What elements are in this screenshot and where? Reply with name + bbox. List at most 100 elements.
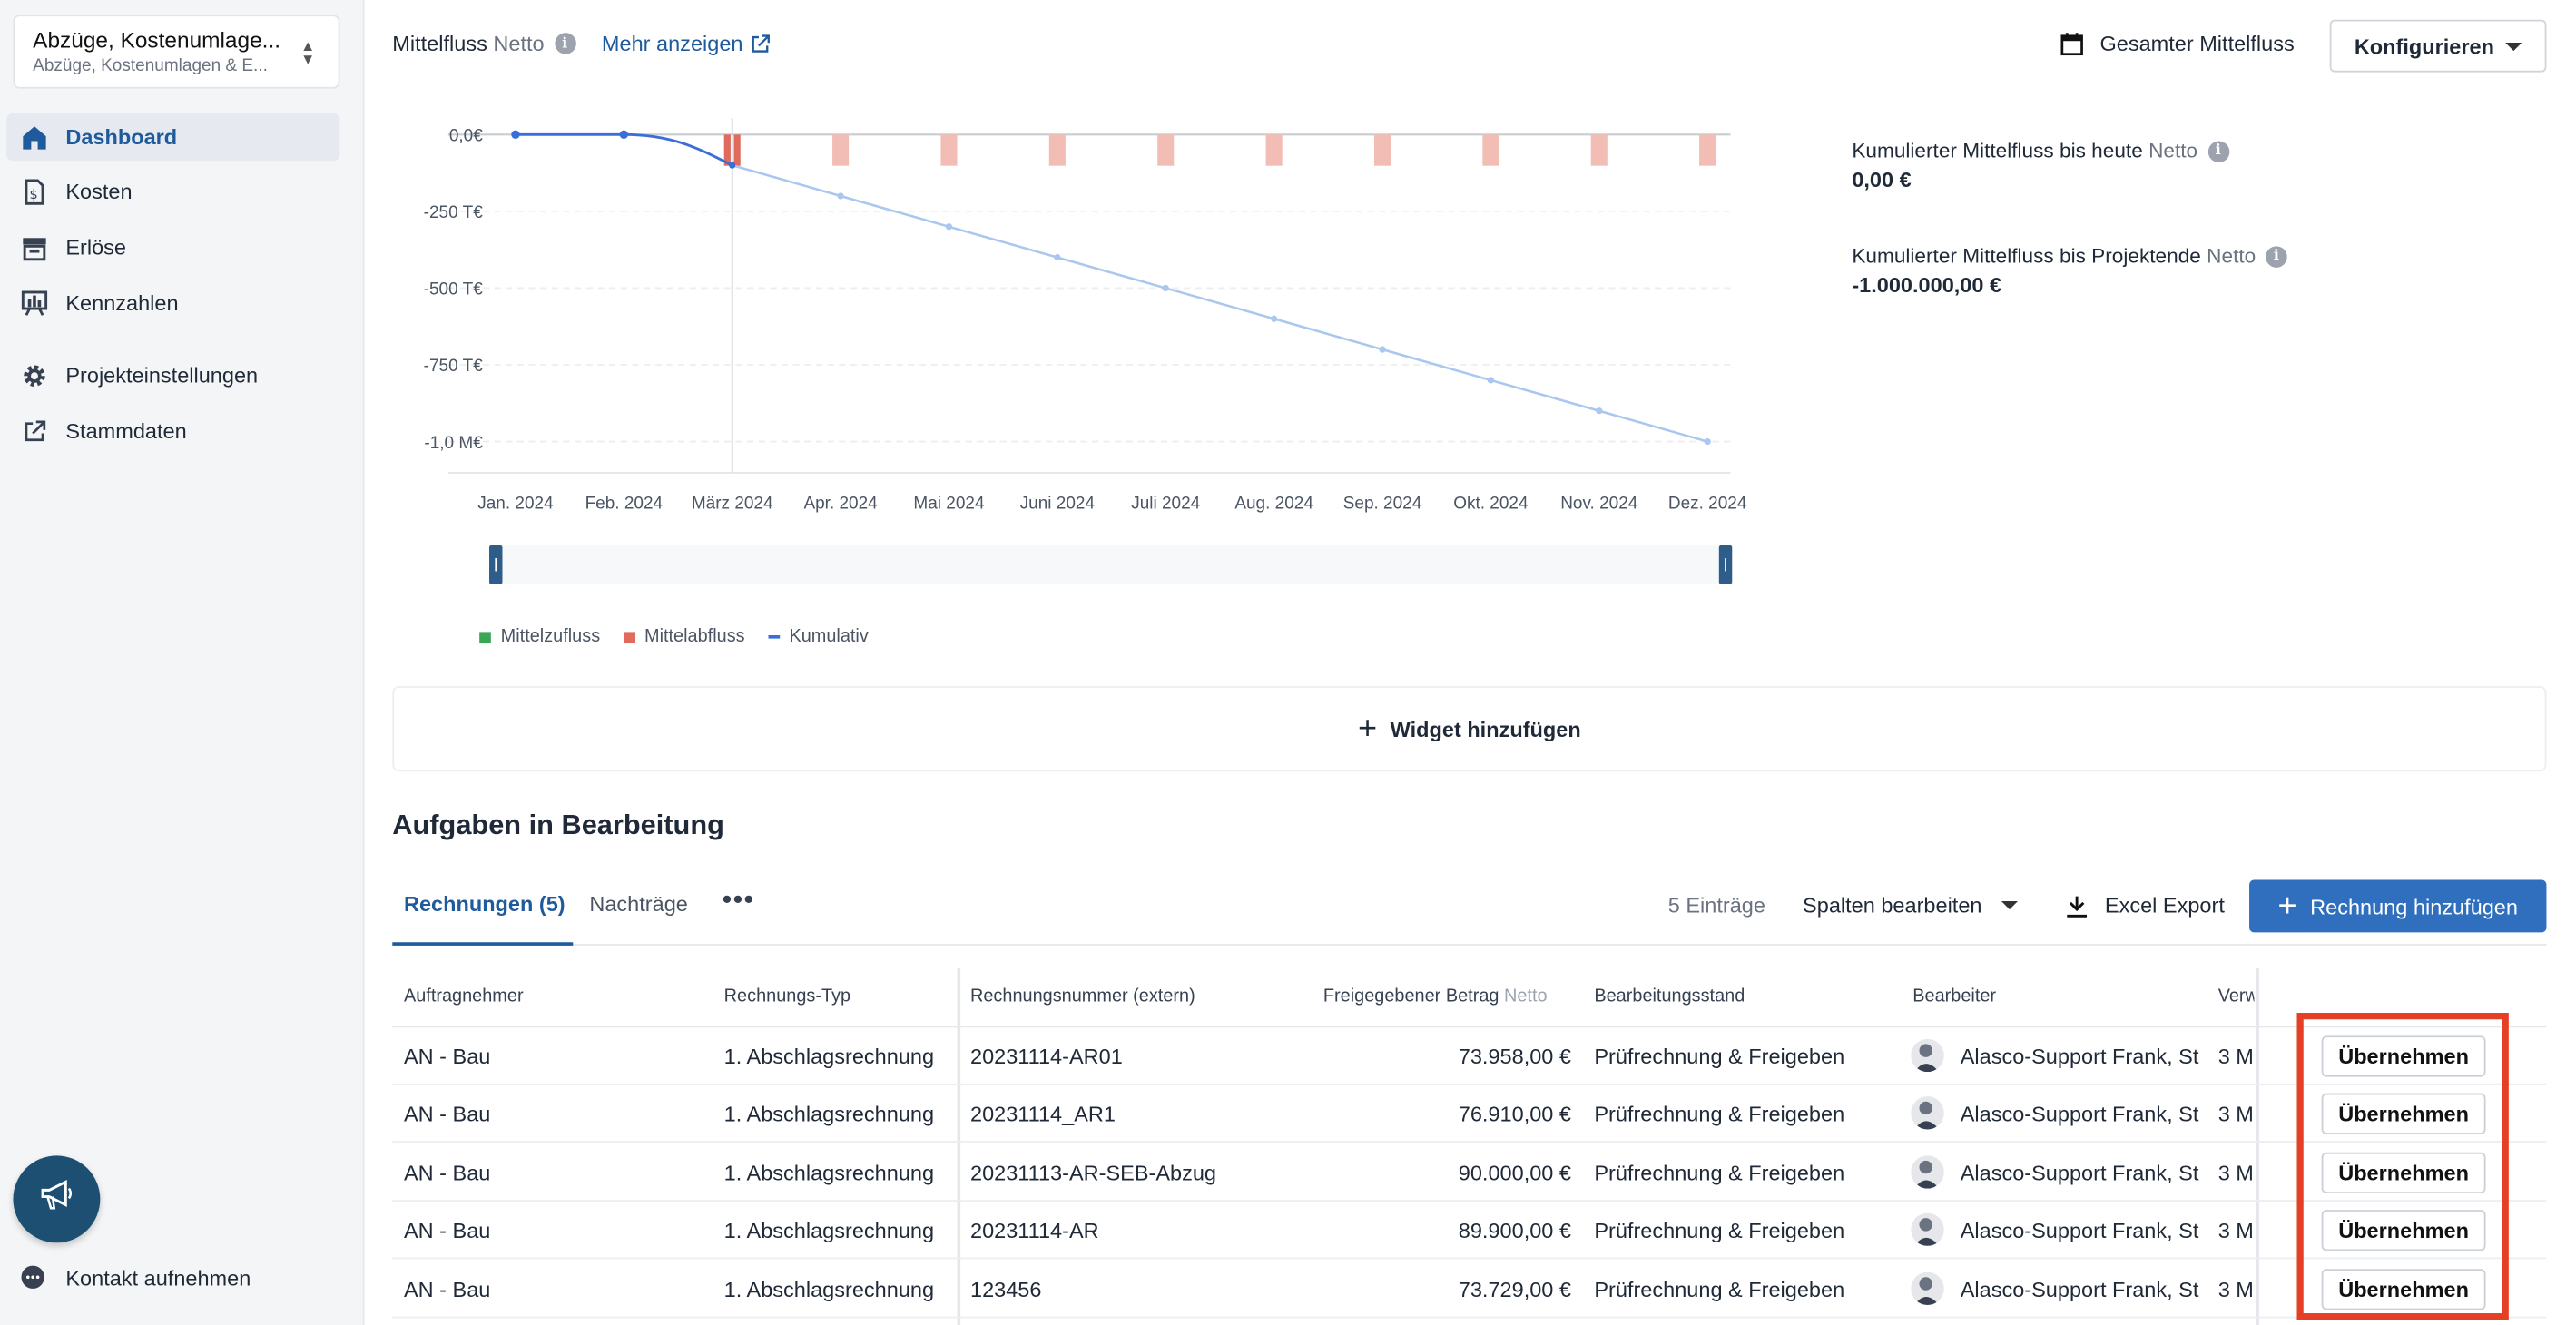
cumulative-point[interactable] — [945, 223, 953, 231]
cell-number: 123456 — [970, 1276, 1042, 1301]
col-header-number[interactable]: Rechnungsnummer (extern) — [970, 986, 1195, 1006]
cumulative-point[interactable] — [1487, 377, 1495, 384]
cumulative-point[interactable] — [729, 162, 736, 169]
outflow-bar[interactable] — [1048, 134, 1066, 166]
avatar — [1911, 1213, 1944, 1247]
sidebar-item-label: Kennzahlen — [65, 290, 179, 316]
y-tick-label: -750 T€ — [424, 357, 484, 376]
outflow-bar[interactable] — [1157, 134, 1175, 166]
chat-icon — [20, 1264, 46, 1291]
sidebar-item-stammdaten[interactable]: Stammdaten — [6, 407, 339, 455]
cell-number: 20231114-AR — [970, 1218, 1099, 1243]
legend-label: Mittelabfluss — [644, 626, 745, 647]
more-tabs-icon[interactable]: ••• — [722, 886, 755, 915]
cost-icon: $ — [20, 176, 50, 206]
add-widget-button[interactable]: + Widget hinzufügen — [392, 686, 2547, 772]
outflow-bar[interactable] — [1699, 134, 1716, 166]
sidebar: Abzüge, Kostenumlage... Abzüge, Kostenum… — [0, 0, 365, 1325]
column-separator — [957, 968, 961, 1325]
cumulative-point[interactable] — [1271, 315, 1278, 322]
range-slider-track[interactable] — [497, 545, 1726, 584]
col-header-status[interactable]: Bearbeitungsstand — [1594, 986, 1745, 1006]
cell-verw: 3 M — [2217, 1044, 2254, 1069]
contact-link[interactable]: Kontakt aufnehmen — [20, 1264, 251, 1291]
cumulative-point[interactable] — [837, 192, 844, 200]
take-over-button[interactable]: Übernehmen — [2321, 1268, 2486, 1310]
excel-export-button[interactable]: Excel Export — [2065, 893, 2225, 918]
more-link[interactable]: Mehr anzeigen — [601, 31, 770, 56]
table-row[interactable]: AN - Bau 1. Abschlagsrechnung 20231114_AR1… — [392, 1085, 2547, 1143]
cell-number: 20231114_AR1 — [970, 1102, 1116, 1127]
cumulative-line-actual — [515, 132, 733, 167]
cumulative-point[interactable] — [1596, 407, 1603, 415]
legend-item-outflow[interactable]: Mittelabfluss — [623, 626, 745, 647]
outflow-bar[interactable] — [940, 134, 958, 166]
cumulative-point[interactable] — [619, 130, 629, 140]
kpi-cumulative-end: Kumulierter Mittelfluss bis Projektende … — [1852, 245, 2287, 297]
edit-columns-label: Spalten bearbeiten — [1803, 892, 1982, 918]
project-selector[interactable]: Abzüge, Kostenumlage... Abzüge, Kostenum… — [13, 15, 340, 89]
outflow-bar[interactable] — [1590, 134, 1608, 166]
sidebar-item-kennzahlen[interactable]: Kennzahlen — [6, 279, 339, 326]
cumulative-point[interactable] — [1379, 346, 1386, 353]
col-header-editor[interactable]: Bearbeiter — [1912, 986, 1997, 1006]
legend-item-inflow[interactable]: Mittelzufluss — [479, 627, 600, 647]
cumulative-point[interactable] — [1054, 254, 1061, 261]
col-header-contractor[interactable]: Auftragnehmer — [403, 986, 524, 1006]
sidebar-item-projekteinstellungen[interactable]: Projekteinstellungen — [6, 351, 339, 398]
svg-text:$: $ — [30, 187, 38, 201]
tab-supplements[interactable]: Nachträge — [589, 891, 688, 917]
sidebar-item-erloese[interactable]: Erlöse — [6, 223, 339, 270]
cell-contractor: AN - Bau — [403, 1044, 491, 1069]
table-row[interactable]: AN - Bau 1. Abschlagsrechnung 123456 73.729… — [392, 1260, 2547, 1318]
total-cashflow-toggle[interactable]: Gesamter Mittelfluss — [2060, 31, 2295, 55]
cell-contractor: AN - Bau — [403, 1102, 491, 1127]
column-separator — [2256, 968, 2259, 1325]
sidebar-item-kosten[interactable]: $ Kosten — [6, 167, 339, 214]
col-header-amount[interactable]: Freigegebener Betrag Netto — [1323, 986, 1548, 1006]
y-tick-label: -1,0 M€ — [424, 434, 483, 453]
table-row[interactable]: AN - Bau 1. Abschlagsrechnung 20231114-AR 8… — [392, 1202, 2547, 1260]
project-title: Abzüge, Kostenumlage... — [33, 27, 281, 53]
x-tick-label: Juli 2024 — [1131, 495, 1200, 514]
table-row[interactable]: AN - Bau 1. Abschlagsrechnung 20231114-AR0… — [392, 1027, 2547, 1085]
cell-amount: 73.729,00 € — [1458, 1276, 1572, 1301]
x-tick-label: Feb. 2024 — [585, 495, 664, 514]
outflow-bar[interactable] — [733, 134, 741, 166]
contact-label: Kontakt aufnehmen — [65, 1264, 251, 1290]
cell-amount: 76.910,00 € — [1458, 1102, 1572, 1127]
cell-status: Prüfrechnung & Freigeben — [1594, 1276, 1845, 1301]
add-widget-label: Widget hinzufügen — [1390, 716, 1581, 741]
outflow-bar[interactable] — [1373, 134, 1391, 166]
table-row[interactable]: AN - Bau 1. Abschlagsrechnung 20231113-AR-… — [392, 1143, 2547, 1202]
more-link-label: Mehr anzeigen — [601, 31, 743, 56]
legend-item-cumulative[interactable]: Kumulativ — [767, 627, 869, 647]
x-tick-label: Apr. 2024 — [803, 495, 877, 514]
take-over-button[interactable]: Übernehmen — [2321, 1035, 2486, 1077]
cumulative-point[interactable] — [511, 130, 520, 140]
download-icon — [2067, 895, 2087, 917]
outflow-bar[interactable] — [1482, 134, 1499, 166]
edit-columns-button[interactable]: Spalten bearbeiten — [1803, 892, 2019, 918]
take-over-button[interactable]: Übernehmen — [2321, 1152, 2486, 1193]
outflow-bar[interactable] — [1265, 134, 1283, 166]
take-over-button[interactable]: Übernehmen — [2321, 1094, 2486, 1135]
sidebar-item-dashboard[interactable]: Dashboard — [6, 113, 340, 162]
outflow-bar[interactable] — [723, 134, 731, 166]
cumulative-line-forecast — [732, 163, 1708, 443]
tab-invoices[interactable]: Rechnungen (5) — [403, 891, 565, 917]
add-invoice-label: Rechnung hinzufügen — [2310, 893, 2518, 919]
add-invoice-button[interactable]: + Rechnung hinzufügen — [2249, 879, 2547, 933]
cumulative-point[interactable] — [1162, 284, 1169, 292]
announcements-button[interactable] — [13, 1155, 101, 1243]
outflow-bar[interactable] — [832, 134, 850, 166]
col-header-verw[interactable]: Verw — [2217, 986, 2255, 1006]
info-icon[interactable]: i — [554, 33, 575, 54]
info-icon[interactable]: i — [2266, 245, 2287, 267]
col-header-type[interactable]: Rechnungs-Typ — [723, 986, 851, 1006]
take-over-button[interactable]: Übernehmen — [2321, 1210, 2486, 1251]
info-icon[interactable]: i — [2207, 140, 2229, 162]
configure-button[interactable]: Konfigurieren — [2329, 19, 2547, 73]
cell-verw: 3 M — [2217, 1160, 2254, 1185]
cumulative-point[interactable] — [1704, 437, 1711, 446]
